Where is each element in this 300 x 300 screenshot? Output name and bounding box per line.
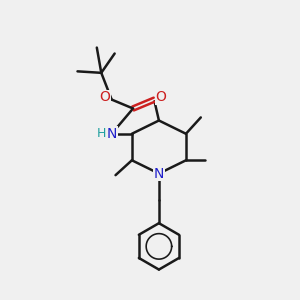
Text: O: O [100, 90, 111, 104]
Text: O: O [156, 90, 167, 104]
Text: H: H [97, 127, 106, 140]
Text: N: N [154, 167, 164, 181]
Text: N: N [106, 127, 117, 141]
